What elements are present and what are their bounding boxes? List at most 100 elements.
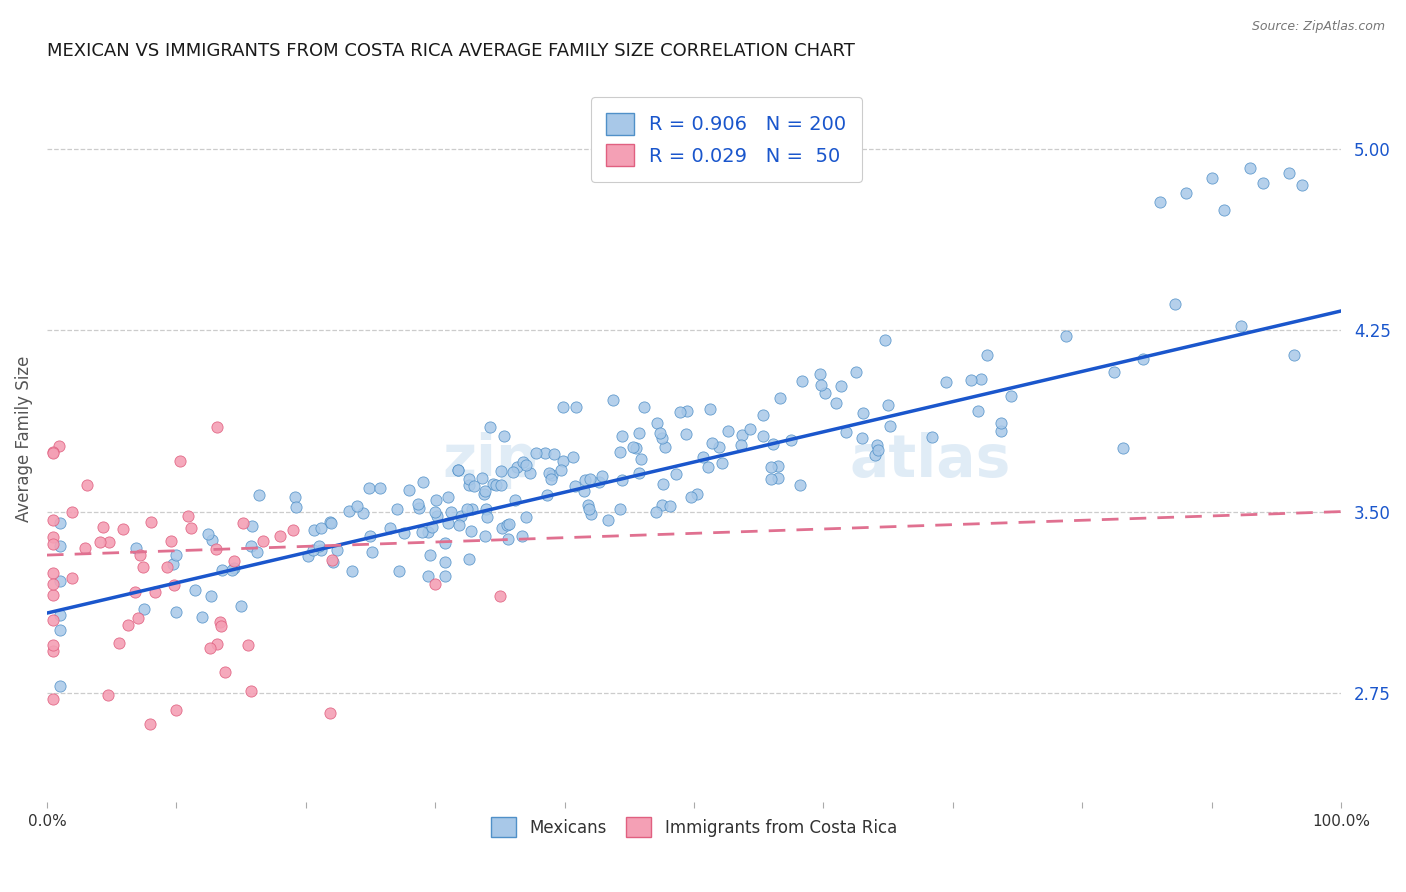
Point	[141, 515, 163, 529]
Point	[612, 473, 634, 487]
Point	[835, 425, 858, 439]
Point	[651, 498, 673, 512]
Point	[209, 619, 232, 633]
Point	[321, 553, 343, 567]
Point	[42, 513, 65, 527]
Point	[489, 477, 512, 491]
Point	[700, 435, 723, 450]
Point	[471, 471, 494, 485]
Point	[378, 520, 401, 534]
Point	[326, 542, 349, 557]
Point	[762, 437, 785, 451]
Point	[49, 607, 72, 622]
Point	[456, 502, 478, 516]
Text: zip: zip	[443, 433, 538, 490]
Point	[239, 540, 262, 554]
Point	[628, 466, 651, 480]
Point	[392, 526, 415, 541]
Point	[645, 416, 668, 430]
Point	[1239, 161, 1261, 176]
Point	[1251, 176, 1274, 190]
Point	[768, 459, 790, 474]
Point	[1230, 318, 1253, 333]
Point	[496, 518, 519, 533]
Point	[308, 539, 330, 553]
Point	[602, 392, 624, 407]
Point	[169, 454, 191, 468]
Point	[562, 450, 585, 464]
Point	[457, 478, 479, 492]
Point	[1132, 351, 1154, 366]
Point	[240, 683, 263, 698]
Point	[659, 500, 682, 514]
Point	[198, 641, 221, 656]
Point	[1164, 297, 1187, 311]
Point	[551, 400, 574, 414]
Point	[488, 589, 510, 603]
Point	[1000, 389, 1022, 403]
Point	[710, 456, 733, 470]
Point	[738, 422, 761, 436]
Point	[863, 448, 886, 462]
Point	[205, 542, 228, 557]
Point	[697, 460, 720, 475]
Point	[565, 401, 588, 415]
Point	[536, 488, 558, 502]
Point	[42, 613, 65, 627]
Point	[177, 508, 200, 523]
Point	[751, 408, 773, 422]
Point	[426, 508, 449, 523]
Point	[624, 441, 647, 455]
Point	[437, 491, 460, 505]
Point	[342, 564, 364, 578]
Point	[628, 426, 651, 441]
Point	[60, 571, 83, 585]
Point	[610, 429, 633, 443]
Point	[789, 478, 811, 492]
Point	[633, 400, 655, 414]
Point	[976, 348, 998, 362]
Point	[337, 504, 360, 518]
Point	[935, 375, 957, 389]
Point	[60, 505, 83, 519]
Point	[42, 692, 65, 706]
Point	[830, 379, 852, 393]
Point	[707, 440, 730, 454]
Point	[191, 610, 214, 624]
Point	[42, 444, 65, 458]
Point	[229, 599, 252, 613]
Point	[966, 404, 988, 418]
Point	[752, 428, 775, 442]
Point	[433, 536, 456, 550]
Point	[482, 477, 505, 491]
Point	[302, 523, 325, 537]
Point	[156, 560, 179, 574]
Text: Source: ZipAtlas.com: Source: ZipAtlas.com	[1251, 20, 1385, 33]
Point	[385, 501, 408, 516]
Point	[630, 451, 652, 466]
Point	[651, 477, 673, 491]
Point	[284, 491, 307, 505]
Point	[411, 524, 433, 539]
Point	[769, 392, 792, 406]
Point	[644, 505, 666, 519]
Point	[675, 427, 697, 442]
Point	[111, 522, 134, 536]
Point	[42, 566, 65, 581]
Point	[368, 481, 391, 495]
Point	[498, 533, 520, 547]
Point	[512, 455, 534, 469]
Point	[648, 426, 671, 441]
Point	[588, 475, 610, 489]
Point	[319, 516, 342, 530]
Point	[408, 501, 430, 516]
Point	[1291, 178, 1313, 193]
Point	[474, 529, 496, 543]
Point	[97, 688, 120, 702]
Point	[472, 487, 495, 501]
Point	[596, 513, 619, 527]
Point	[524, 446, 547, 460]
Point	[868, 443, 890, 458]
Point	[201, 533, 224, 548]
Text: atlas: atlas	[849, 433, 1011, 490]
